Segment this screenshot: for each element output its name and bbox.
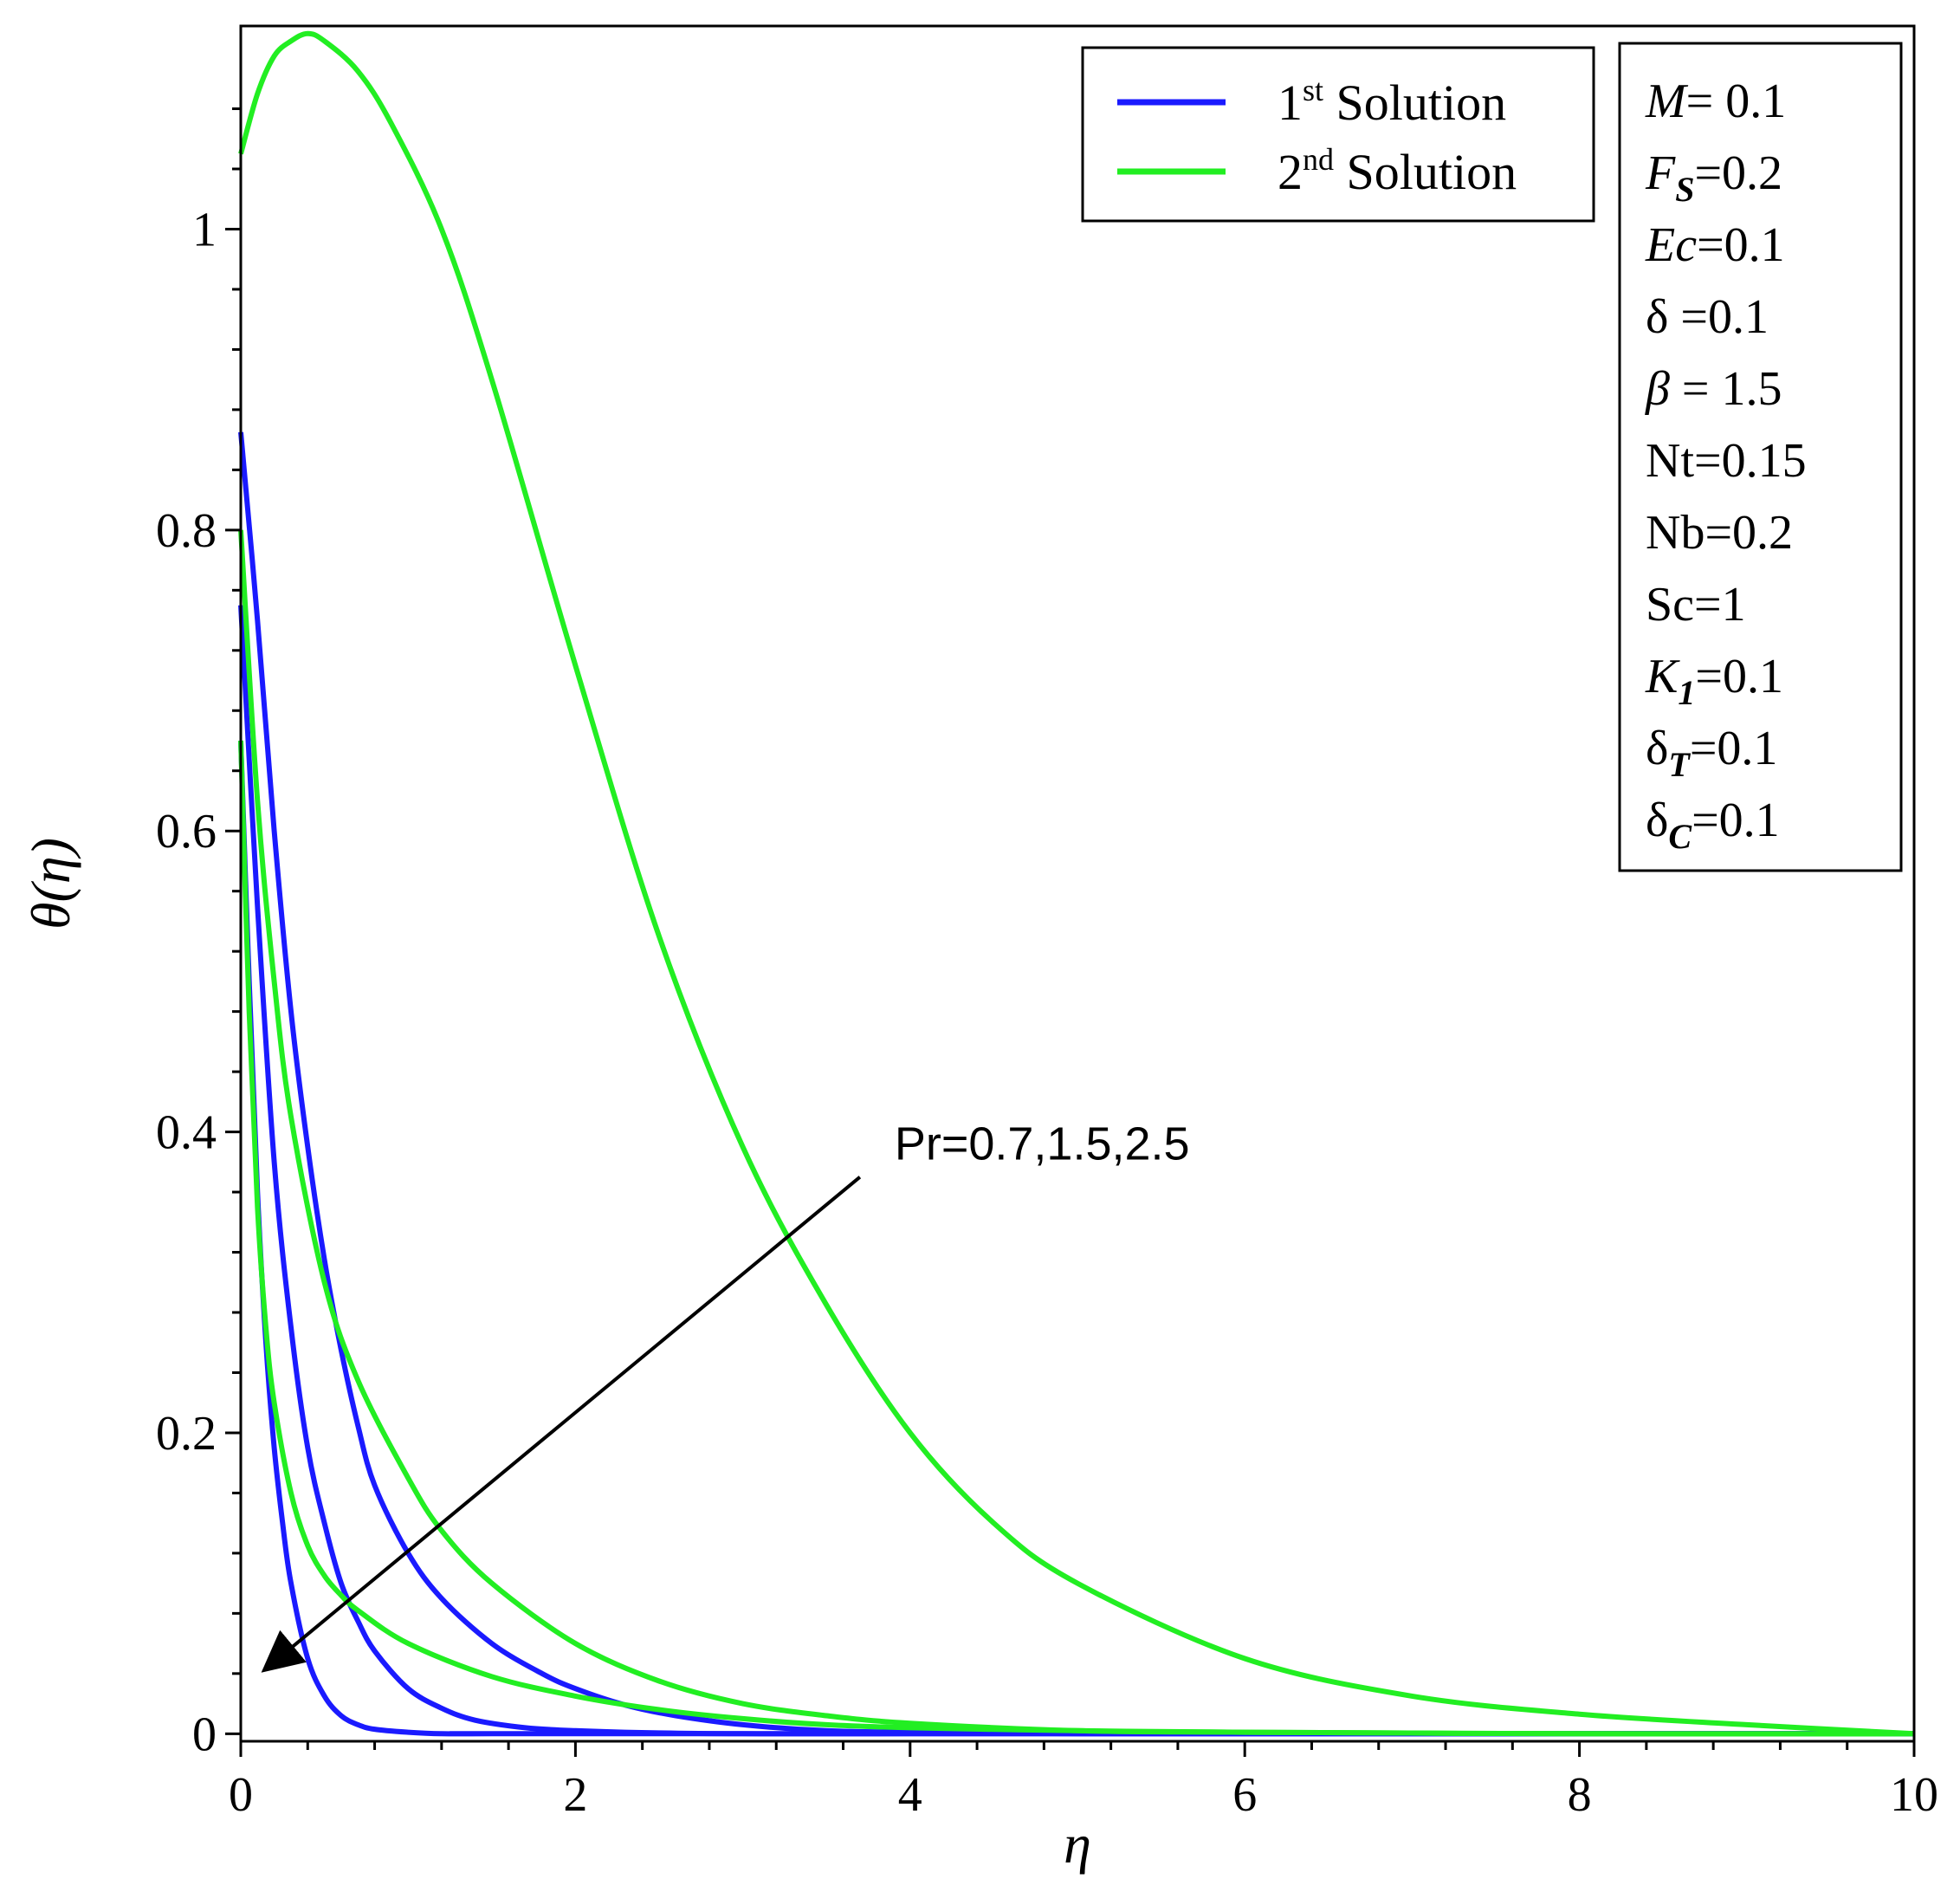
annotation-text: Pr=0.7,1.5,2.5: [895, 1118, 1190, 1170]
y-tick-label: 0.8: [156, 504, 217, 558]
x-tick-label: 6: [1232, 1768, 1257, 1822]
parameter-line: M= 0.1: [1645, 75, 1786, 128]
parameter-line: Nb=0.2: [1646, 506, 1793, 560]
x-tick-label: 0: [229, 1768, 253, 1822]
series-layer: [238, 30, 1915, 1737]
parameter-line: FS=0.2: [1645, 146, 1782, 209]
parameter-box-frame: [1618, 42, 1903, 872]
legend: 1st Solution 2nd Solution: [1081, 46, 1595, 223]
series-line-4: [238, 30, 1915, 1737]
y-tick-label: 0.2: [156, 1407, 217, 1461]
y-tick-label: 1: [192, 203, 217, 256]
legend-box: [1081, 46, 1595, 223]
x-tick-label: 4: [898, 1768, 922, 1822]
y-tick-label: 0.6: [156, 805, 217, 859]
parameter-line: δ =0.1: [1646, 290, 1769, 344]
legend-label: 1st Solution: [1278, 73, 1506, 131]
y-tick-label: 0: [192, 1707, 217, 1761]
x-tick-label: 10: [1890, 1768, 1938, 1822]
parameter-box: M= 0.1 FS=0.2 Ec=0.1 δ =0.1 β = 1.5 Nt=0.15 Nb…: [1618, 42, 1903, 872]
x-tick-label: 8: [1568, 1768, 1592, 1822]
annotation-arrow: [261, 1176, 862, 1673]
plot-frame: [239, 24, 1916, 1743]
y-tick-label: 0.4: [156, 1106, 217, 1160]
parameter-line: δC=0.1: [1646, 794, 1780, 856]
y-axis-label: θ(η): [20, 838, 81, 930]
tick-layer: 0 2 4 6 8 10 0 0.2 0.4 0.6 0.8 1: [156, 107, 1938, 1822]
axis-labels: η θ(η): [20, 838, 1091, 1875]
x-axis-label: η: [1064, 1813, 1091, 1875]
parameter-line: δT=0.1: [1646, 722, 1777, 784]
annotation: Pr=0.7,1.5,2.5: [261, 1118, 1190, 1673]
parameter-line: K1=0.1: [1645, 650, 1783, 712]
parameter-line: Nt=0.15: [1646, 434, 1807, 488]
parameter-line: Ec=0.1: [1645, 218, 1785, 272]
series-line-6: [238, 740, 1915, 1737]
x-tick-label: 2: [563, 1768, 587, 1822]
parameter-line: β = 1.5: [1645, 362, 1782, 416]
parameter-line: Sc=1: [1646, 578, 1746, 632]
legend-label: 2nd Solution: [1278, 142, 1517, 200]
